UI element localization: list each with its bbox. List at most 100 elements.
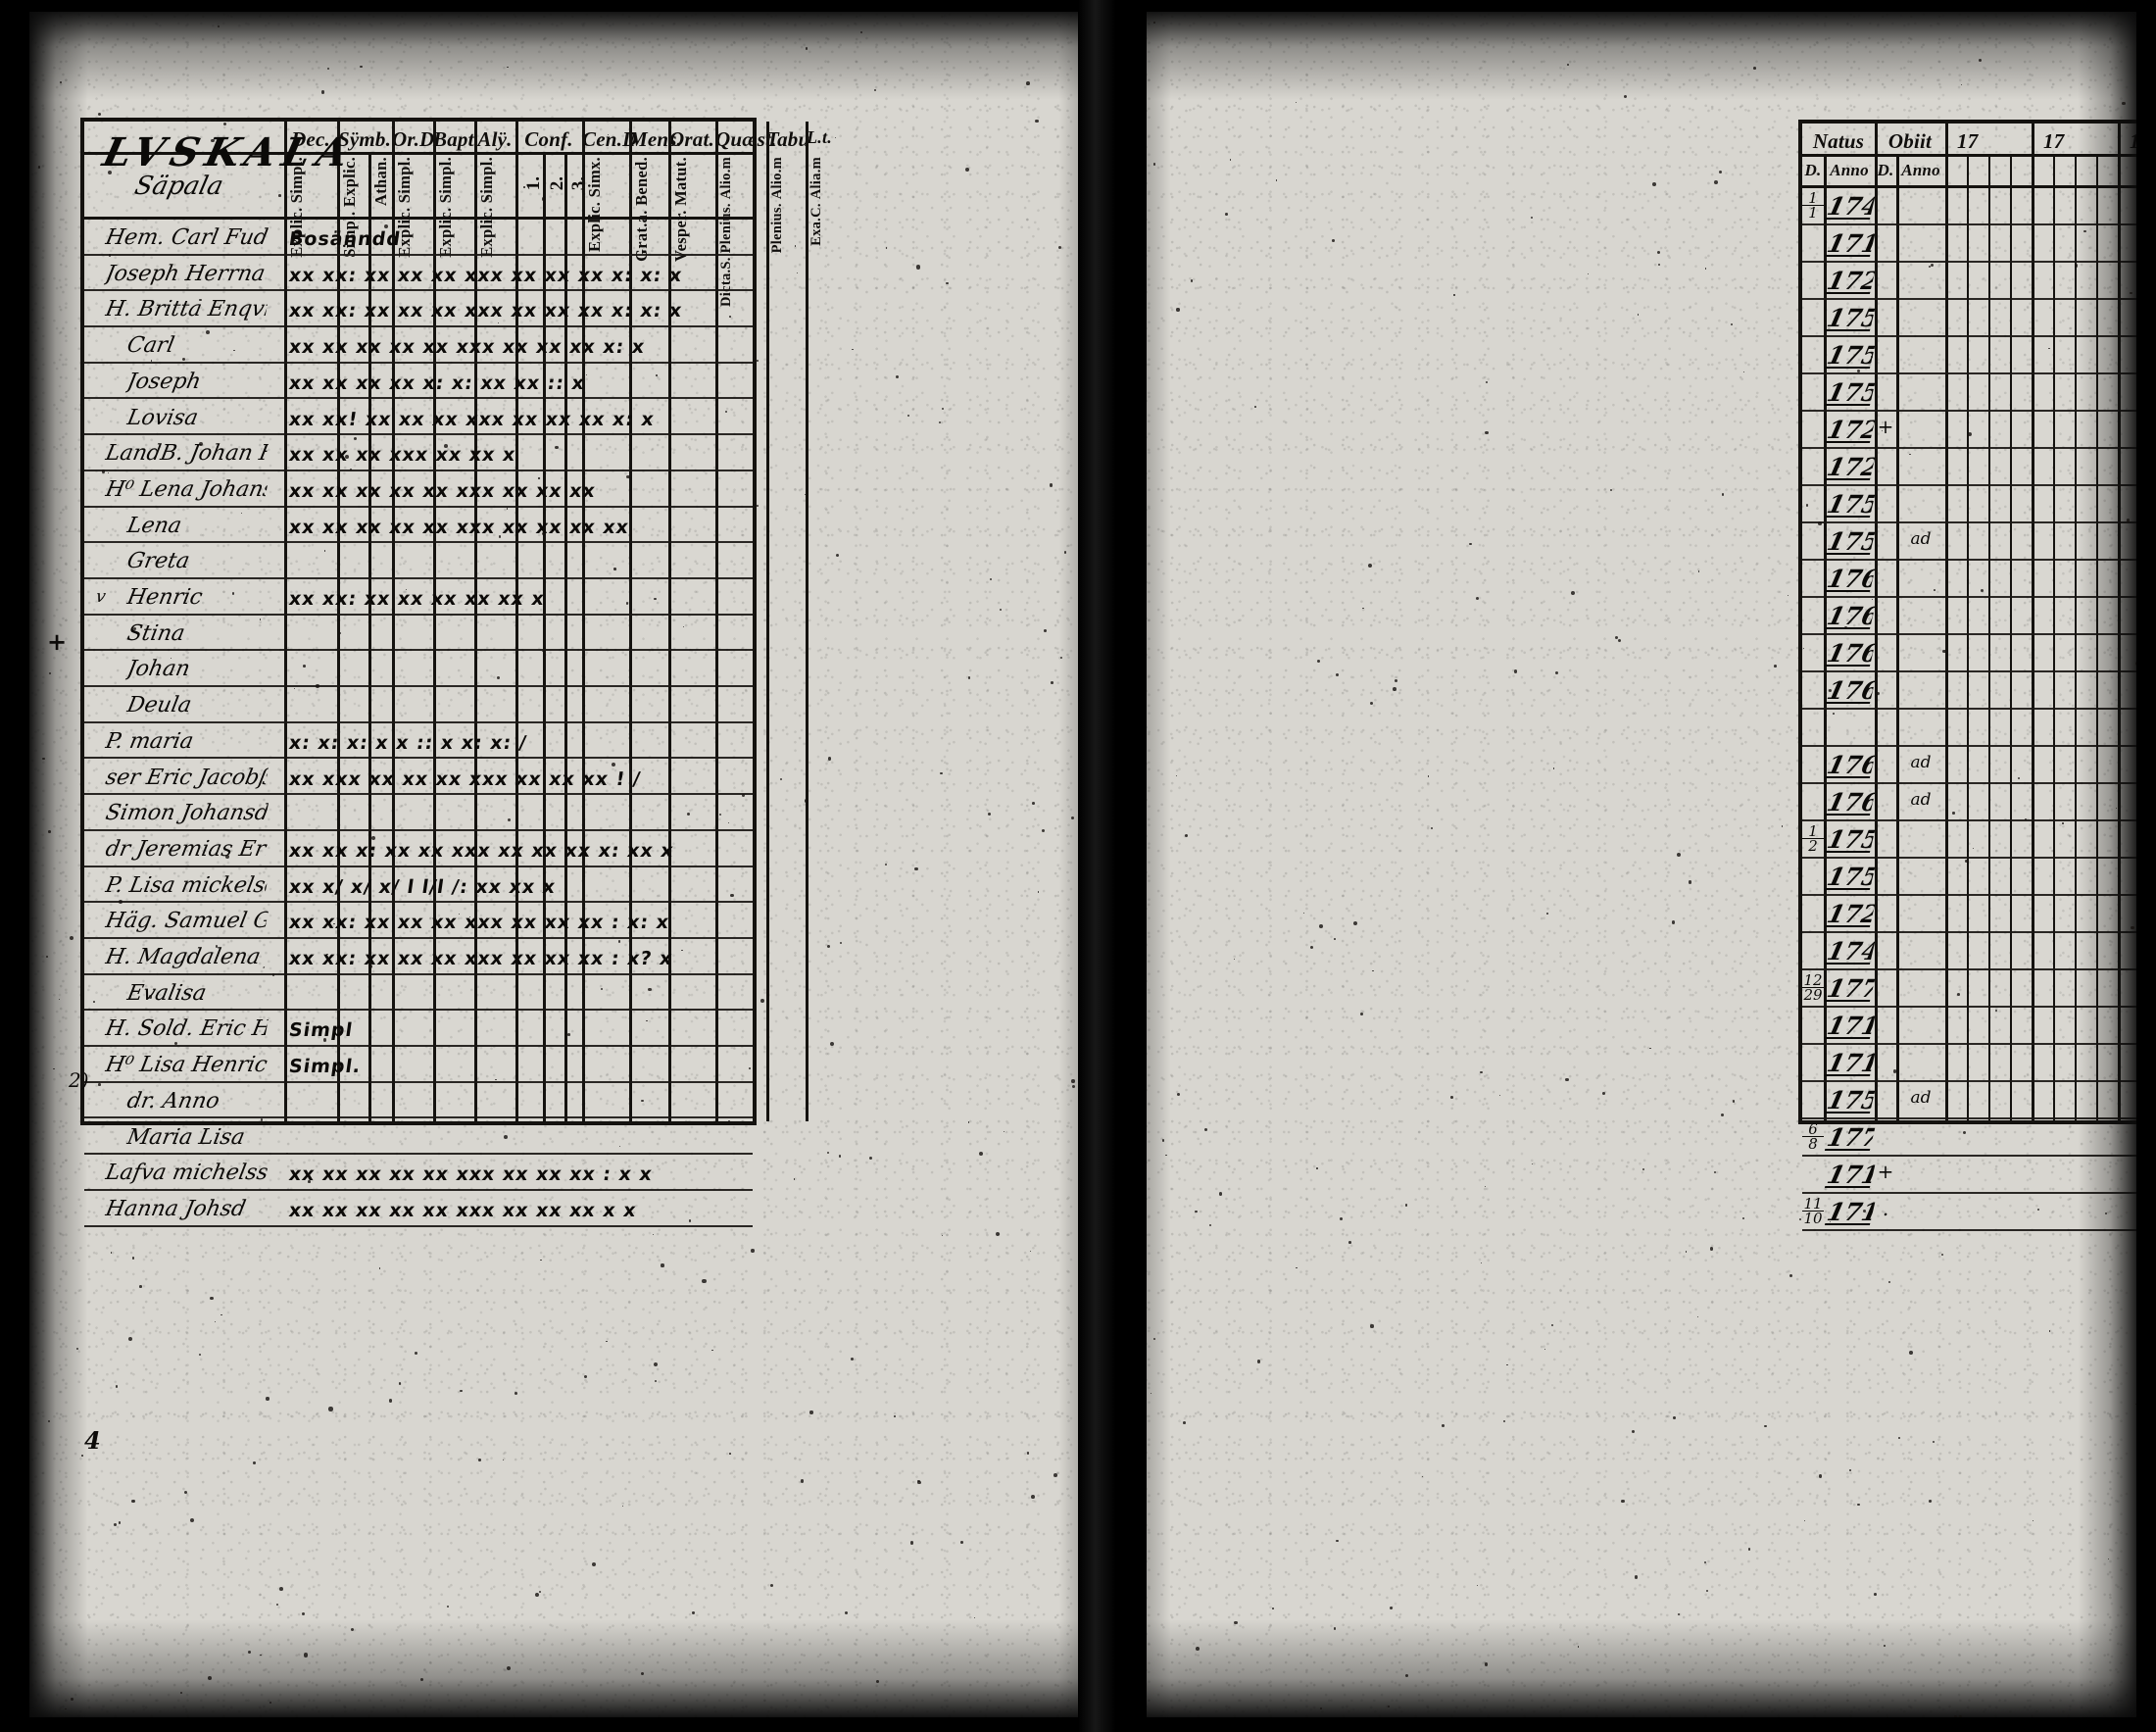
table-row[interactable] (1802, 710, 2136, 747)
paper-speck (845, 1611, 848, 1614)
person-name: Hem. Carl Fudret (104, 225, 270, 250)
paper-speck (1176, 308, 1179, 311)
paper-speck (770, 1584, 774, 1588)
natus-year-cell: 1727 (1823, 416, 1877, 444)
table-row[interactable]: 1753ad1781 (1802, 1082, 2136, 1119)
margin-mark-plus: + (47, 627, 67, 656)
table-row[interactable]: v Henric xx xx: xx xx xx xx xx x (84, 579, 753, 616)
paper-speck (1336, 673, 1339, 676)
col-header-bapt: Bapt. (433, 127, 474, 152)
table-row[interactable]: 1744sep (1802, 933, 2136, 970)
paper-speck (2135, 1404, 2136, 1405)
natus-day-cell: 68 (1802, 1122, 1824, 1152)
table-row[interactable]: Joseph Herrna xx xx: xx xx xx xxx xx xx x… (84, 256, 753, 292)
table-row[interactable]: 1762 ad (1802, 784, 2136, 821)
paper-speck (1531, 217, 1533, 219)
table-row[interactable]: H. Magdalena ßißd xx xx: xx xx xx xxx xx … (84, 939, 753, 975)
paper-speck (60, 81, 62, 83)
paper-speck (757, 505, 759, 507)
table-row[interactable]: LandB. Johan Henrißs xx xx xx xxx xx xx x (84, 435, 753, 471)
table-body-left: Hem. Carl Fudret Bosänndd Joseph Herrna xx … (84, 220, 753, 1121)
table-row[interactable]: Joseph xx xx xx xx x: x: xx xx :: x (84, 364, 753, 400)
table-row[interactable]: Deula (84, 687, 753, 723)
table-row[interactable]: 1727 + (1802, 412, 2136, 449)
table-row[interactable]: H⁰ Lena Johansd xx xx xx xx xx xxx xx xx … (84, 471, 753, 508)
table-row[interactable]: 1718 + (1802, 1157, 2136, 1194)
table-row[interactable]: Evalisa (84, 975, 753, 1012)
natus-day-cell: 11 (1802, 191, 1824, 221)
table-row[interactable]: H. Britta Enqvist xx xx: xx xx xx xxx xx … (84, 291, 753, 327)
table-row[interactable]: 17641744Kom. mot (1802, 561, 2136, 598)
table-row[interactable]: Lena xx xx xx xx xx xxx xx xx xx xx (84, 508, 753, 544)
table-row[interactable]: Hanna Johsd xx xx xx xx xx xxx xx xx xx x… (84, 1191, 753, 1227)
table-row[interactable]: 1761 (1802, 672, 2136, 710)
table-row[interactable]: Lovisa xx xx! xx xx xx xxx xx xx xx x: x (84, 400, 753, 436)
table-row[interactable]: 11 10 1713. (1802, 1194, 2136, 1231)
paper-speck (1893, 1069, 1896, 1072)
obiit-day-cell: . (1875, 1200, 1896, 1218)
paper-speck (1719, 171, 1723, 174)
natus-year-cell: 1712 (1823, 1012, 1877, 1040)
paper-speck (2131, 926, 2133, 929)
table-row[interactable]: Johan (84, 651, 753, 687)
table-row[interactable]: 1 1 1747 (1802, 188, 2136, 225)
paper-speck (1071, 817, 1074, 819)
person-name: LandB. Johan Henrißs (104, 441, 270, 466)
left-page: Dec. Sÿmb. Or.D Bapt. Alÿ. Conf. Cen.D M… (29, 12, 1117, 1717)
table-row[interactable]: 1754 (1802, 486, 2136, 523)
obiit-year-cell: ad (1898, 1090, 1943, 1106)
table-row[interactable]: 6817731782 (1802, 1119, 2136, 1157)
paper-speck (38, 166, 41, 169)
paper-speck (1965, 860, 1968, 863)
table-row[interactable]: 1769 (1802, 635, 2136, 672)
person-name: Carl (125, 333, 176, 358)
paper-speck (801, 1479, 804, 1482)
table-row[interactable]: 121756KransKom.17 (1802, 821, 2136, 859)
paper-speck (46, 956, 48, 958)
paper-speck (1476, 597, 1479, 600)
table-row[interactable]: 1757 ad (1802, 523, 2136, 561)
attendance-marks: Bosänndd (287, 228, 831, 250)
table-row[interactable]: Lafva michelsson xx xx xx xx xx xxx xx xx… (84, 1155, 753, 1191)
table-row[interactable]: H⁰ Lisa Henricsdr Simpl. (84, 1047, 753, 1083)
table-row[interactable]: P. Lisa mickelsd xx x/ x/ x/ l l/l /: xx … (84, 867, 753, 904)
table-row[interactable]: P. maria x: x: x: x x :: x x: x: / (84, 723, 753, 760)
paper-speck (211, 139, 214, 142)
table-row[interactable]: dr. Anno (84, 1083, 753, 1119)
table-row[interactable]: dr Jeremias Ericsson xx xx x: xx xx xxx x… (84, 831, 753, 867)
col-header-cend: Cen.D (582, 127, 629, 152)
paper-speck (728, 822, 729, 823)
table-row[interactable]: Stina (84, 616, 753, 652)
table-row[interactable]: Häg. Samuel Gabr. xx xx: xx xx xx xxx xx … (84, 903, 753, 939)
table-row[interactable]: 1724 (1802, 263, 2136, 300)
paper-speck (1191, 279, 1194, 282)
table-row[interactable]: 17531767 (1802, 859, 2136, 896)
table-row[interactable]: 1752 (1802, 300, 2136, 337)
table-row[interactable]: 12 29 1776 (1802, 970, 2136, 1008)
table-row[interactable]: Hem. Carl Fudret Bosänndd (84, 220, 753, 256)
table-row[interactable]: Simon Johansd (84, 795, 753, 831)
col-header-tabu: Tabu (766, 127, 806, 152)
table-row[interactable]: 1755 (1802, 374, 2136, 412)
person-name: Joseph Herrna (104, 262, 268, 286)
table-row[interactable]: 1759 (1802, 337, 2136, 374)
paper-speck (1368, 564, 1372, 568)
table-row[interactable]: 1768 (1802, 598, 2136, 635)
paper-speck (1882, 430, 1883, 431)
table-row[interactable]: 1718 (1802, 1045, 2136, 1082)
table-row[interactable]: 1718 (1802, 225, 2136, 263)
table-row[interactable]: 1728 (1802, 449, 2136, 486)
table-row[interactable]: Maria Lisa (84, 1119, 753, 1156)
table-row[interactable]: Greta (84, 543, 753, 579)
paper-speck (507, 1666, 511, 1670)
paper-speck (53, 1068, 55, 1070)
table-row[interactable]: ser Eric Jacobß xx xxx xx xx xx xxx xx xx… (84, 760, 753, 796)
table-row[interactable]: 1712 (1802, 1008, 2136, 1045)
paper-speck (1553, 767, 1555, 769)
paper-speck (806, 47, 808, 50)
table-row[interactable]: H. Sold. Eric Huchman Simpl (84, 1011, 753, 1047)
table-row[interactable]: 1761 ad (1802, 747, 2136, 784)
margin-mark-2: 2) (69, 1068, 89, 1092)
table-row[interactable]: 172974 kom (1802, 896, 2136, 933)
attendance-marks: xx xx! xx xx xx xxx xx xx xx x: x (287, 409, 831, 430)
